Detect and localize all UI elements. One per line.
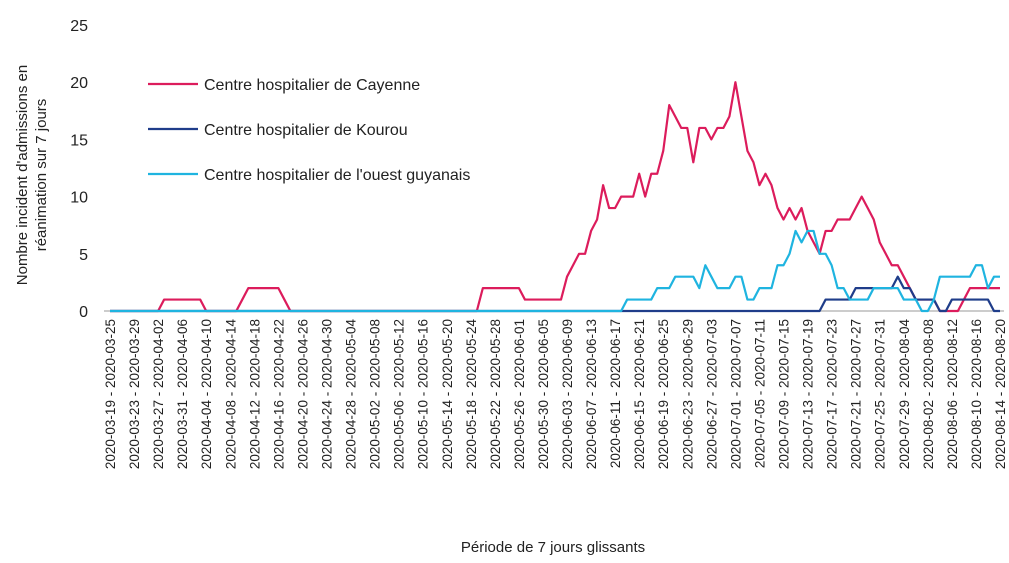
x-tick-label: 2020-04-08 - 2020-04-14 [223,319,238,470]
x-tick-label: 2020-06-15 - 2020-06-21 [632,319,647,469]
x-tick-label: 2020-03-31 - 2020-04-06 [175,319,190,469]
x-tick-label: 2020-06-19 - 2020-06-25 [656,319,671,469]
legend-label: Centre hospitalier de l'ouest guyanais [204,167,470,184]
series-line [110,275,1000,313]
x-tick-label: 2020-08-14 - 2020-08-20 [993,319,1008,469]
x-tick-label: 2020-05-30 - 2020-06-05 [536,319,551,469]
x-tick-label: 2020-05-18 - 2020-05-24 [464,319,479,470]
x-tick-label: 2020-07-13 - 2020-07-19 [801,319,816,469]
legend-label: Centre hospitalier de Cayenne [204,77,420,94]
series-line [110,229,1000,313]
y-tick-label: 20 [70,75,88,92]
x-tick-label: 2020-05-14 - 2020-05-20 [440,319,455,469]
x-tick-label: 2020-04-20 - 2020-04-26 [295,319,310,469]
x-tick-label: 2020-08-10 - 2020-08-16 [969,319,984,469]
x-tick-label: 2020-06-11 - 2020-06-17 [608,319,623,468]
x-axis-title: Période de 7 jours glissants [461,539,645,556]
x-tick-label: 2020-06-07 - 2020-06-13 [584,319,599,469]
x-tick-label: 2020-04-16 - 2020-04-22 [271,319,286,469]
x-tick-label: 2020-04-28 - 2020-05-04 [344,319,359,470]
x-tick-label: 2020-07-21 - 2020-07-27 [849,319,864,469]
x-tick-label: 2020-04-12 - 2020-04-18 [247,319,262,469]
x-tick-label: 2020-07-29 - 2020-08-04 [897,319,912,470]
y-axis-title: Nombre incident d'admissions en [14,65,31,285]
x-tick-label: 2020-04-04 - 2020-04-10 [199,319,214,469]
x-tick-label: 2020-05-06 - 2020-05-12 [392,319,407,469]
x-tick-label: 2020-03-23 - 2020-03-29 [127,319,142,469]
x-tick-label: 2020-05-26 - 2020-06-01 [512,319,527,469]
y-axis-title: réanimation sur 7 jours [33,99,50,252]
x-tick-label: 2020-06-27 - 2020-07-03 [704,319,719,469]
y-tick-label: 10 [70,190,88,207]
x-tick-label: 2020-05-02 - 2020-05-08 [368,319,383,469]
y-tick-label: 5 [79,247,88,264]
x-tick-label: 2020-05-22 - 2020-05-28 [488,319,503,469]
x-tick-label: 2020-07-05 - 2020-07-11 [752,319,767,468]
x-tick-label: 2020-08-02 - 2020-08-08 [921,319,936,469]
x-tick-label: 2020-04-24 - 2020-04-30 [319,319,334,469]
x-tick-label: 2020-08-06 - 2020-08-12 [945,319,960,469]
legend-label: Centre hospitalier de Kourou [204,122,408,139]
y-tick-label: 0 [79,304,88,321]
x-tick-label: 2020-06-03 - 2020-06-09 [560,319,575,469]
series-line [110,81,1000,313]
x-tick-label: 2020-07-09 - 2020-07-15 [777,319,792,469]
x-tick-label: 2020-07-01 - 2020-07-07 [728,319,743,469]
x-tick-label: 2020-07-17 - 2020-07-23 [825,319,840,469]
y-tick-label: 15 [70,132,88,149]
x-tick-label: 2020-06-23 - 2020-06-29 [680,319,695,469]
y-tick-label: 25 [70,18,88,35]
x-tick-label: 2020-03-27 - 2020-04-02 [151,319,166,469]
x-tick-label: 2020-05-10 - 2020-05-16 [416,319,431,469]
x-tick-label: 2020-03-19 - 2020-03-25 [103,319,118,469]
x-tick-label: 2020-07-25 - 2020-07-31 [873,319,888,469]
